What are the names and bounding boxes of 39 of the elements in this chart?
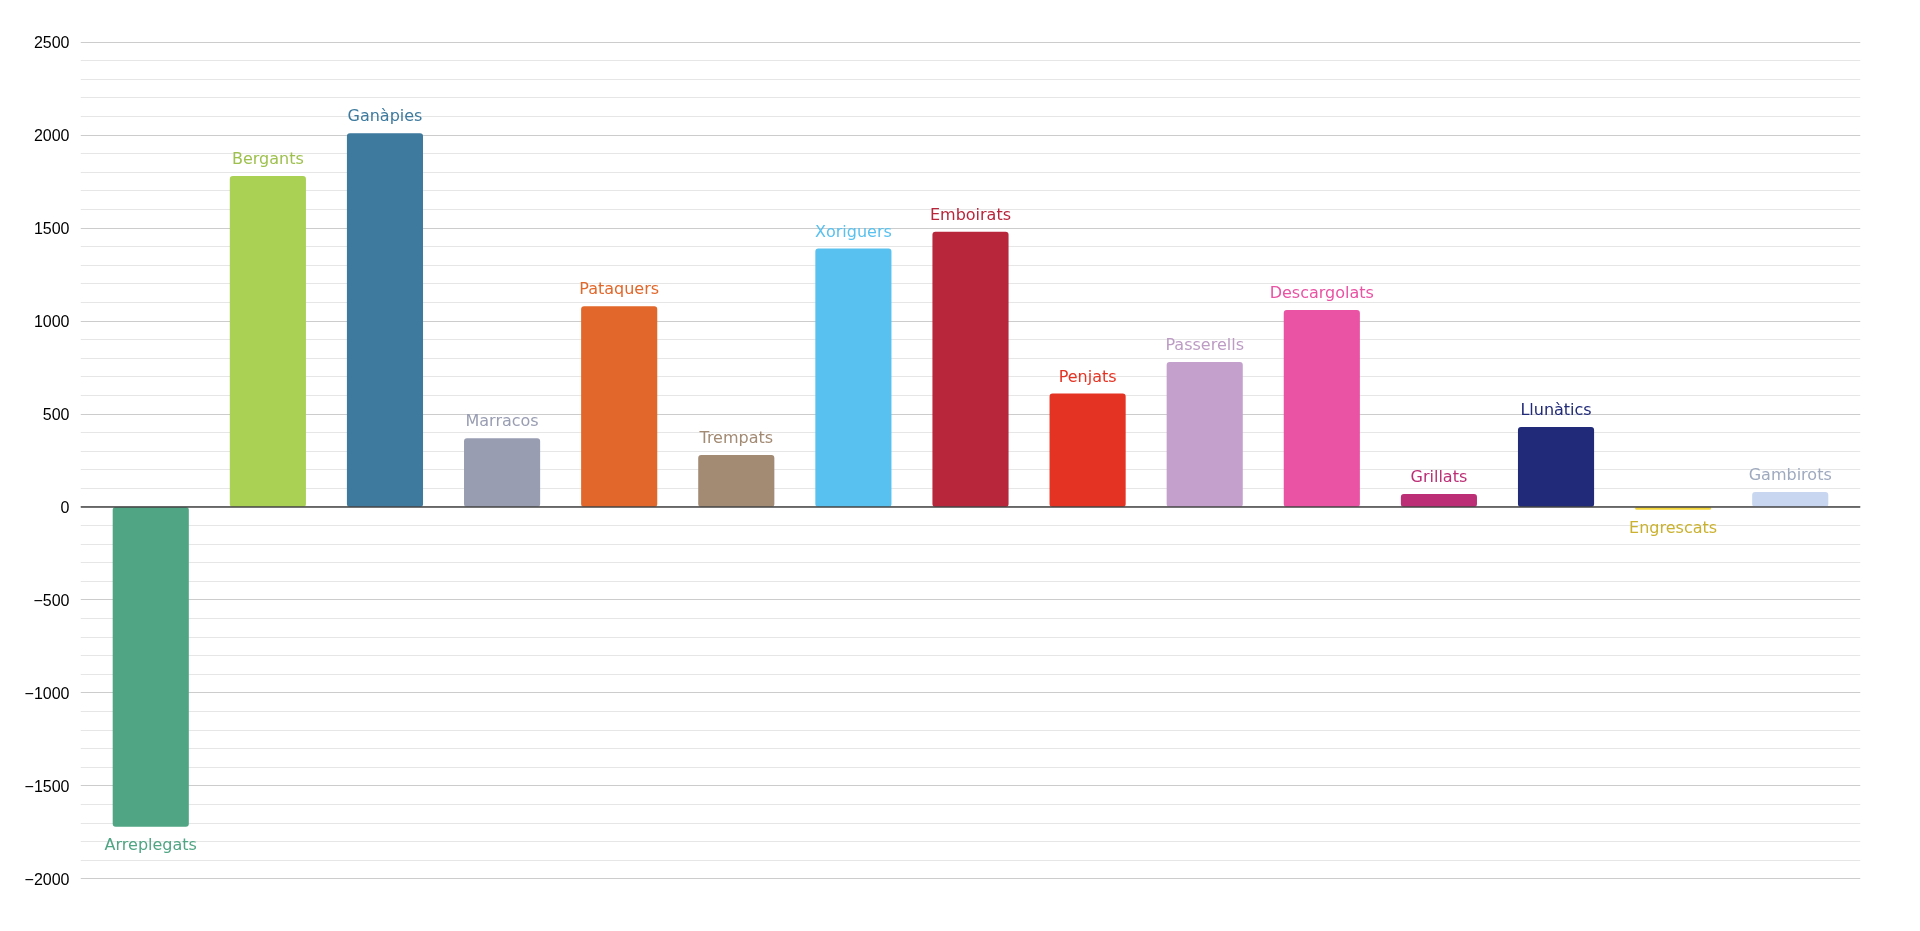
bar <box>1049 393 1126 507</box>
x-tick-label: Descargolats <box>1269 282 1374 302</box>
bar <box>815 248 892 507</box>
x-tick-label: Bergants <box>231 149 304 169</box>
bar <box>346 133 424 507</box>
x-tick-label: Gambirots <box>1748 465 1832 485</box>
bar <box>698 454 775 507</box>
bar <box>1283 309 1360 507</box>
y-tick-label: 0 <box>60 498 70 516</box>
y-tick-label: 2000 <box>33 127 70 145</box>
y-tick-label: −500 <box>33 591 70 609</box>
bar <box>581 306 658 507</box>
x-tick-label: Marracos <box>465 411 539 431</box>
y-tick-label: −1000 <box>24 684 70 702</box>
x-tick-label: Emboirats <box>929 204 1012 224</box>
y-tick-label: 500 <box>42 406 70 424</box>
y-tick-label: 1000 <box>33 313 70 331</box>
y-tick-label: 2500 <box>33 34 70 52</box>
bar <box>1400 493 1477 507</box>
x-tick-label: Trempats <box>698 427 774 447</box>
x-tick-label: Xoriguers <box>814 221 892 241</box>
x-tick-label: Llunàtics <box>1520 400 1592 420</box>
bar <box>112 506 189 827</box>
bar <box>1517 427 1595 507</box>
y-tick-label: −2000 <box>24 870 70 888</box>
x-tick-label: Grillats <box>1410 466 1468 486</box>
bar <box>932 231 1009 507</box>
x-tick-label: Arreplegats <box>104 834 197 854</box>
bar <box>229 176 306 507</box>
y-tick-label: −1500 <box>24 777 70 795</box>
bar <box>1752 492 1829 507</box>
bar <box>464 438 541 507</box>
x-tick-label: Engrescats <box>1629 517 1718 537</box>
bar <box>1166 361 1243 507</box>
x-tick-label: Ganàpies <box>347 106 423 126</box>
y-tick-label: 1500 <box>33 220 70 238</box>
x-tick-label: Penjats <box>1058 366 1117 386</box>
x-tick-label: Pataquers <box>579 279 660 299</box>
x-tick-label: Passerells <box>1165 334 1244 354</box>
